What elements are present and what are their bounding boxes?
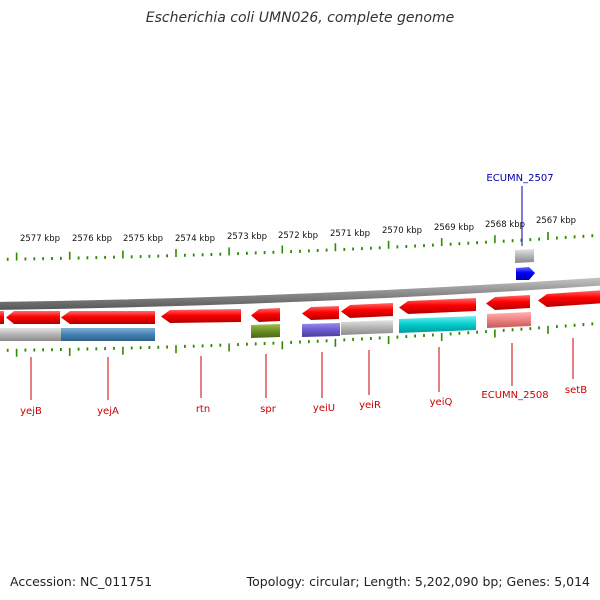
map-title: Escherichia coli UMN026, complete genome — [146, 10, 454, 26]
feature-bar-yeiu — [302, 323, 340, 337]
gene-label-ecumn-2507: ECUMN_2507 — [486, 173, 553, 184]
scale-label-2568: 2568 kbp — [485, 220, 525, 230]
cds-arrow-rtn — [161, 309, 241, 323]
scale-label-2570: 2570 kbp — [382, 226, 422, 236]
gene-labels: yejB yejA rtn spr yeiU yeiR yeiQ ECUMN_2… — [20, 385, 587, 417]
feature-bar-spr — [251, 324, 280, 338]
scale-label-2569: 2569 kbp — [434, 223, 474, 233]
genome-backbone — [0, 277, 600, 310]
gene-label-yeir: yeiR — [359, 400, 381, 411]
gene-label-yeiq: yeiQ — [430, 397, 453, 408]
scale-label-2575: 2575 kbp — [123, 234, 163, 244]
scale-label-2567: 2567 kbp — [536, 216, 576, 226]
scale-label-2574: 2574 kbp — [175, 234, 215, 244]
cds-arrow-yeiq — [399, 298, 476, 314]
feature-bar-ecumn-2508 — [487, 312, 531, 328]
feature-bars — [0, 312, 531, 341]
outer-features: ECUMN_2507 — [486, 173, 554, 280]
cds-arrow-yeiu — [302, 306, 339, 320]
feature-bar-grey-left — [0, 328, 61, 341]
gene-label-yejb: yejB — [20, 406, 42, 417]
gene-label-yeja: yejA — [97, 406, 119, 417]
gene-label-rtn: rtn — [196, 404, 210, 415]
cds-arrow-yejb — [6, 311, 60, 324]
scale-label-2576: 2576 kbp — [72, 234, 112, 244]
feature-bar-yeja — [61, 328, 155, 341]
scale-label-2571: 2571 kbp — [330, 229, 370, 239]
gene-ecumn-2507-arrow — [516, 267, 535, 280]
cds-arrow-ecumn-2508 — [486, 295, 530, 310]
cds-arrow-setb — [538, 290, 600, 307]
gene-label-yeiu: yeiU — [313, 403, 335, 414]
cds-arrow-yeja — [61, 311, 155, 324]
scale-label-2573: 2573 kbp — [227, 232, 267, 242]
accession-text: Accession: NC_011751 — [10, 574, 152, 589]
cds-arrow-edge — [0, 311, 4, 324]
gene-label-setb: setB — [565, 385, 587, 396]
outer-tick-ruler — [6, 232, 594, 261]
scale-labels: 2577 kbp 2576 kbp 2575 kbp 2574 kbp 2573… — [20, 216, 576, 244]
scale-label-2577: 2577 kbp — [20, 234, 60, 244]
gene-label-ecumn-2508: ECUMN_2508 — [481, 390, 548, 401]
gene-label-spr: spr — [260, 404, 277, 415]
genome-summary-text: Topology: circular; Length: 5,202,090 bp… — [246, 574, 590, 589]
cds-arrow-spr — [251, 308, 280, 322]
scale-label-2572: 2572 kbp — [278, 231, 318, 241]
feature-bar-yeir — [341, 320, 393, 335]
gene-leaders — [30, 338, 574, 400]
gene-ecumn-2507-grey-bar — [515, 249, 534, 263]
feature-bar-yeiq — [399, 316, 476, 333]
inner-tick-ruler — [6, 322, 594, 357]
cds-arrows — [0, 290, 600, 324]
cds-arrow-yeir — [341, 303, 393, 318]
